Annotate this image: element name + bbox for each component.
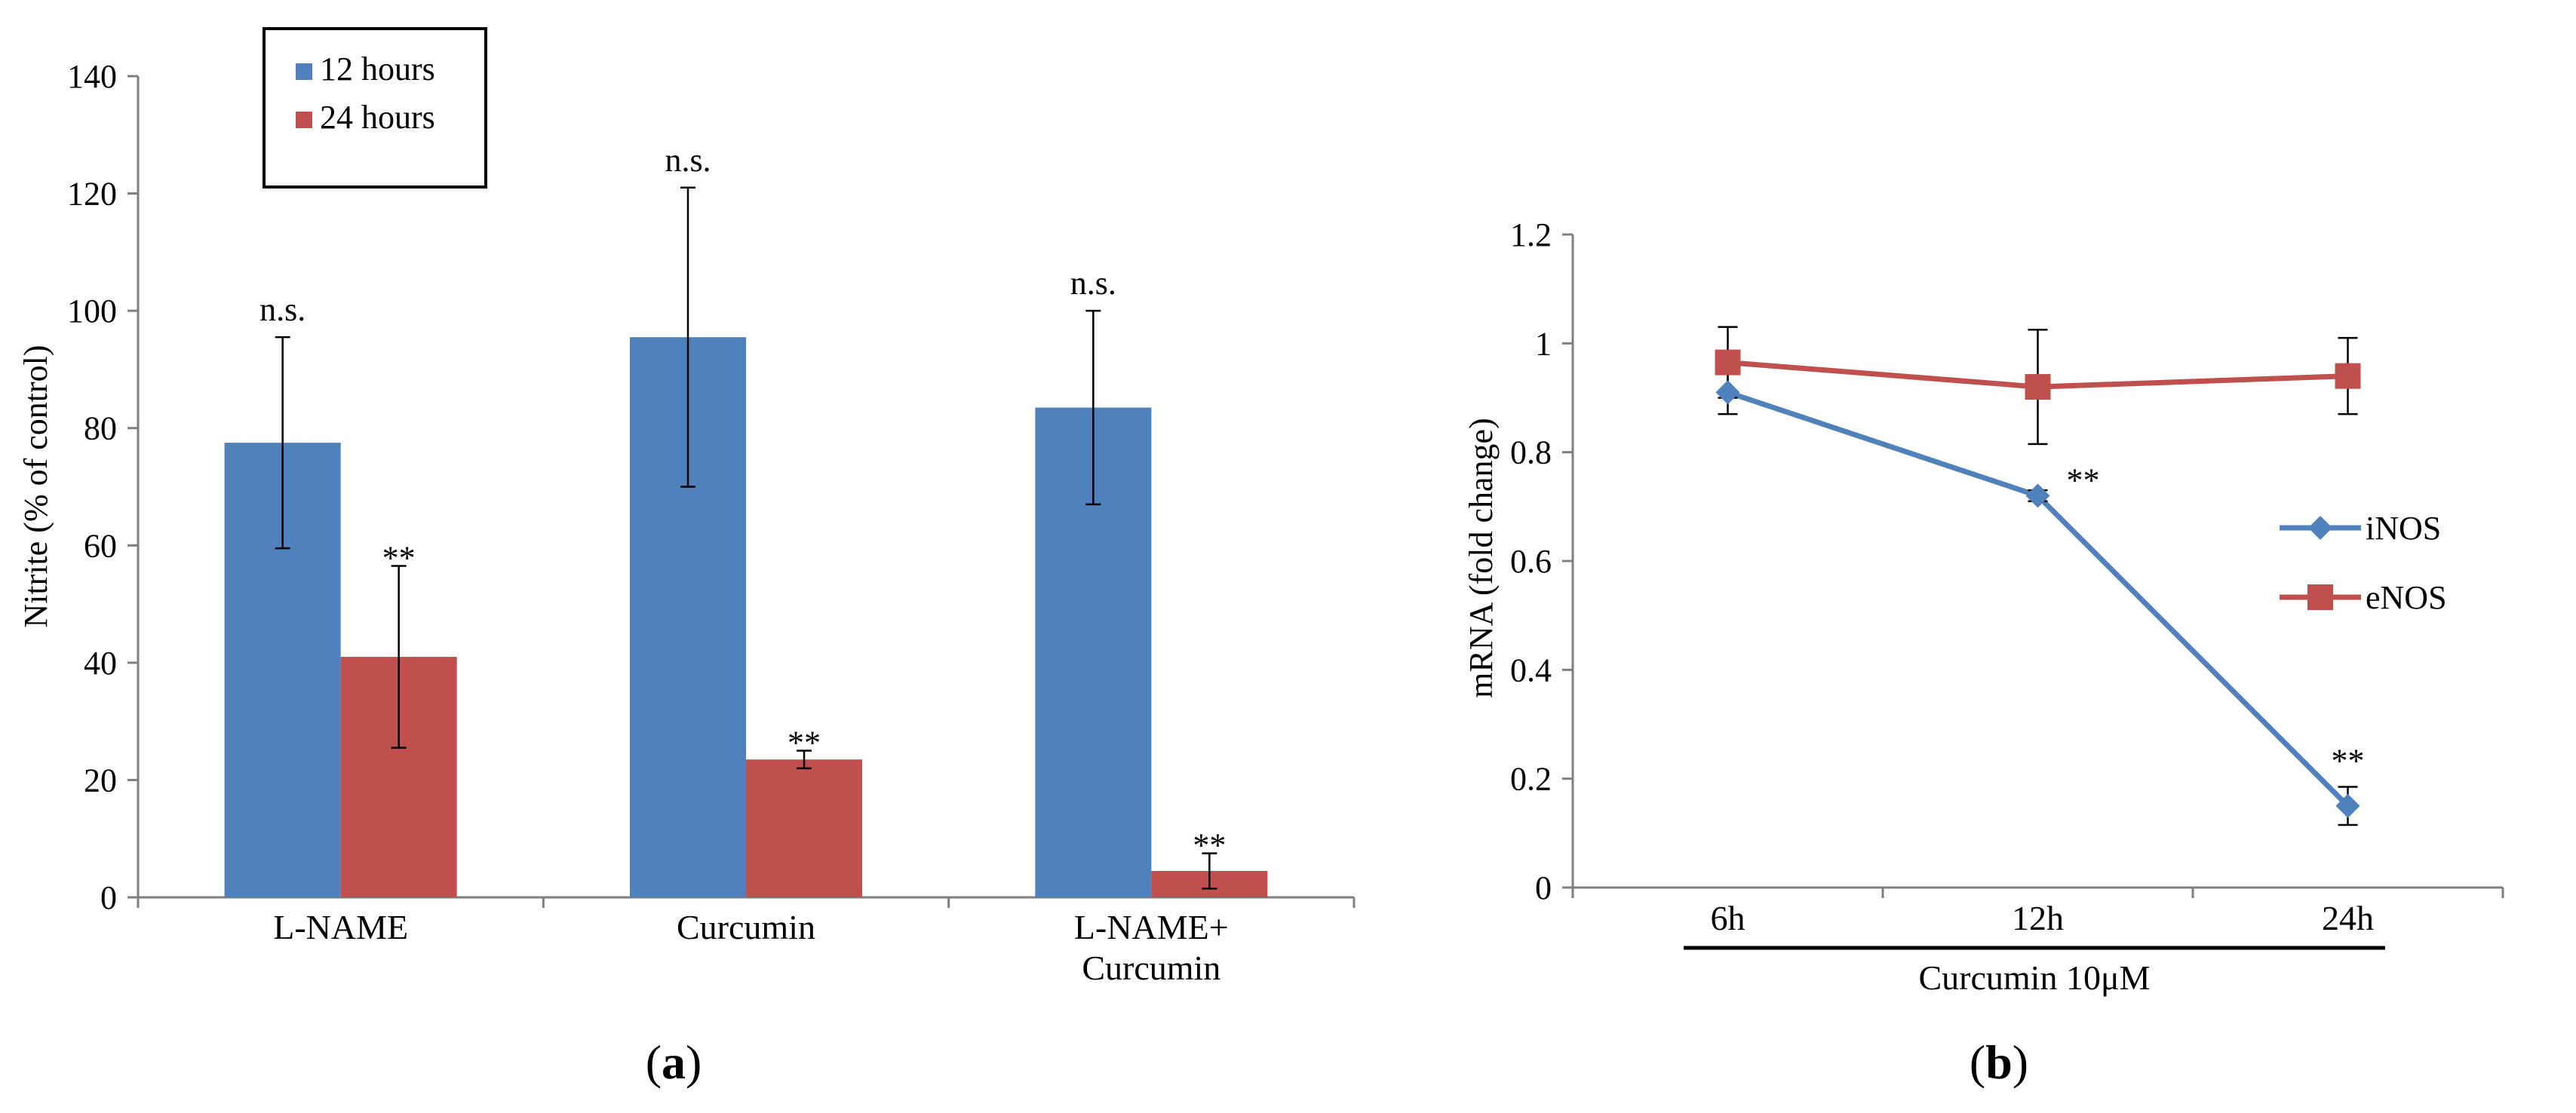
x-category-label: L-NAME+ — [1074, 908, 1229, 946]
y-tick-label: 120 — [67, 176, 117, 213]
x-category-label: 24h — [2322, 899, 2374, 937]
panel-labels: (a) (b) — [646, 1035, 2028, 1089]
legend-marker-square — [2307, 584, 2333, 610]
significance-label: ** — [382, 540, 416, 577]
legend-swatch — [296, 63, 312, 80]
data-point-diamond — [2335, 793, 2360, 818]
x-axis-title: Curcumin 10μM — [1918, 958, 2150, 997]
data-point-square — [1715, 349, 1741, 376]
series-line — [1727, 389, 2350, 808]
y-tick-label: 0.4 — [1510, 652, 1552, 688]
y-tick-label: 0 — [100, 879, 117, 916]
legend-label: 24 hours — [320, 99, 435, 136]
y-tick-label: 140 — [67, 58, 117, 95]
significance-label: n.s. — [665, 142, 711, 179]
data-point-square — [2335, 363, 2361, 389]
panel-b-line-chart: 0 0.2 0.4 0.6 0.8 1 1.2 6h 12h 24h Curcumin 10μM mR… — [1463, 216, 2504, 997]
significance-label: n.s. — [259, 291, 305, 328]
significance-label: ** — [2332, 742, 2365, 779]
legend-swatch — [296, 112, 312, 128]
legend-marker-diamond — [2308, 516, 2332, 540]
y-tick-label: 20 — [84, 762, 117, 799]
y-tick-label: 1 — [1535, 325, 1552, 362]
x-category-label: 12h — [2012, 899, 2064, 937]
legend-label: iNOS — [2366, 510, 2441, 547]
significance-label: ** — [2067, 461, 2100, 498]
y-axis-title: mRNA (fold change) — [1463, 418, 1500, 698]
y-tick-label: 1.2 — [1510, 216, 1552, 253]
data-point-diamond — [1715, 380, 1740, 405]
data-point-square — [2025, 374, 2051, 400]
significance-label: ** — [788, 725, 821, 762]
y-tick-label: 0.6 — [1510, 543, 1552, 580]
y-axis-title: Nitrite (% of control) — [17, 345, 54, 627]
y-tick-label: 0.8 — [1510, 434, 1552, 471]
x-category-label: 6h — [1711, 899, 1745, 937]
data-point-diamond — [2025, 483, 2050, 508]
bar — [746, 759, 862, 897]
panel-a-label: (a) — [646, 1035, 702, 1089]
x-category-label: L-NAME — [273, 908, 408, 946]
significance-label: n.s. — [1070, 265, 1116, 302]
legend-box — [263, 27, 487, 189]
y-tick-label: 40 — [84, 645, 117, 682]
y-tick-label: 60 — [84, 527, 117, 564]
x-category-label: Curcumin — [1082, 949, 1220, 987]
y-tick-label: 80 — [84, 410, 117, 447]
y-tick-label: 100 — [67, 293, 117, 330]
y-tick-label: 0.2 — [1510, 761, 1552, 798]
significance-label: ** — [1193, 827, 1226, 864]
panel-b-label: (b) — [1970, 1035, 2028, 1089]
x-category-label: Curcumin — [677, 908, 815, 946]
y-tick-label: 0 — [1535, 869, 1552, 906]
panel-a-bar-chart: 0 20 40 60 80 100 120 140 n.s. n.s. n.s. ** ** ** L-NA… — [17, 27, 1356, 987]
legend-label: 12 hours — [320, 51, 435, 87]
legend-label: eNOS — [2366, 579, 2447, 616]
